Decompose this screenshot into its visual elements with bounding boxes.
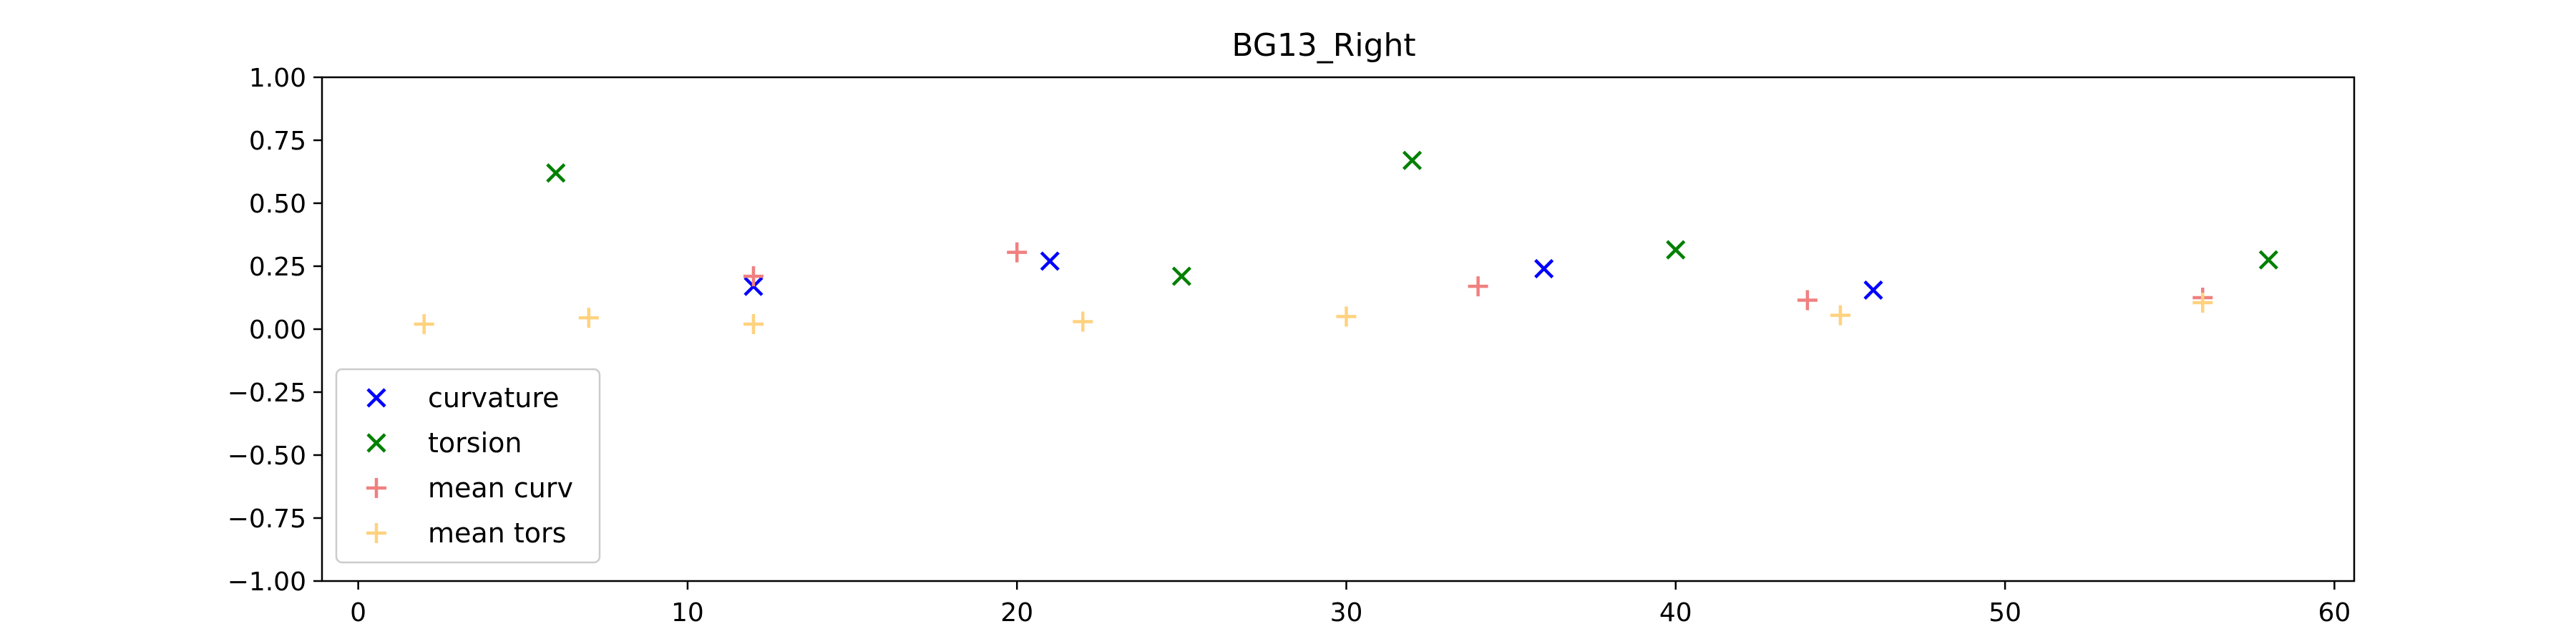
legend-marker-mean-curv: [366, 478, 386, 498]
x-tick-label: 30: [1330, 598, 1363, 628]
point-mean-tors: [743, 313, 763, 334]
x-tick-label: 10: [671, 598, 704, 628]
point-mean-curv: [743, 266, 763, 287]
point-mean-curv: [1007, 242, 1028, 263]
x-tick-label: 0: [350, 598, 366, 628]
point-curvature: [1534, 258, 1554, 279]
y-tick-label: −0.50: [228, 441, 306, 471]
legend-marker-torsion: [366, 433, 386, 453]
legend-label-mean-curv: mean curv: [428, 472, 573, 504]
point-torsion: [1402, 150, 1423, 170]
y-tick-label: 0.50: [249, 190, 306, 219]
point-mean-curv: [1468, 276, 1488, 297]
x-tick-label: 40: [1659, 598, 1692, 628]
axes: 0 10 20 30 40 50 60 1.00 0.75 0.50 0.25 0.00 −0.25 −0…: [228, 64, 2356, 628]
point-mean-tors: [1336, 306, 1357, 327]
point-torsion: [2258, 250, 2278, 270]
y-tick-label: −1.00: [228, 567, 306, 597]
chart-title: BG13_Right: [1231, 27, 1415, 64]
point-mean-tors: [414, 313, 434, 334]
y-tick-label: 0.00: [249, 316, 306, 345]
point-curvature: [1863, 280, 1883, 301]
legend-marker-curvature: [366, 388, 386, 408]
legend-box: [335, 368, 601, 564]
legend-label-curvature: curvature: [428, 382, 560, 414]
y-tick-label: 0.75: [249, 127, 306, 156]
point-torsion: [1666, 240, 1686, 260]
point-mean-tors: [2192, 293, 2213, 313]
legend-label-mean-tors: mean tors: [428, 517, 566, 549]
point-curvature: [1040, 251, 1060, 271]
x-tick-label: 50: [1989, 598, 2021, 628]
point-curvature: [743, 276, 763, 296]
y-tick-label: 1.00: [249, 64, 306, 93]
point-mean-tors: [578, 308, 599, 328]
point-mean-tors: [1073, 311, 1093, 332]
y-tick-label: −0.75: [228, 504, 306, 534]
data-points: [414, 150, 2278, 334]
point-torsion: [1171, 266, 1191, 286]
point-torsion: [546, 163, 566, 183]
y-tick-label: −0.25: [228, 379, 306, 408]
legend: curvature torsion mean curv mean tors: [335, 368, 601, 564]
x-tick-label: 20: [1000, 598, 1033, 628]
point-mean-curv: [1797, 290, 1818, 311]
legend-marker-mean-tors: [366, 523, 386, 543]
y-tick-label: 0.25: [249, 253, 306, 282]
point-mean-tors: [1830, 305, 1850, 326]
plot-frame: [321, 76, 2356, 582]
legend-label-torsion: torsion: [428, 427, 522, 459]
x-tick-label: 60: [2318, 598, 2351, 628]
